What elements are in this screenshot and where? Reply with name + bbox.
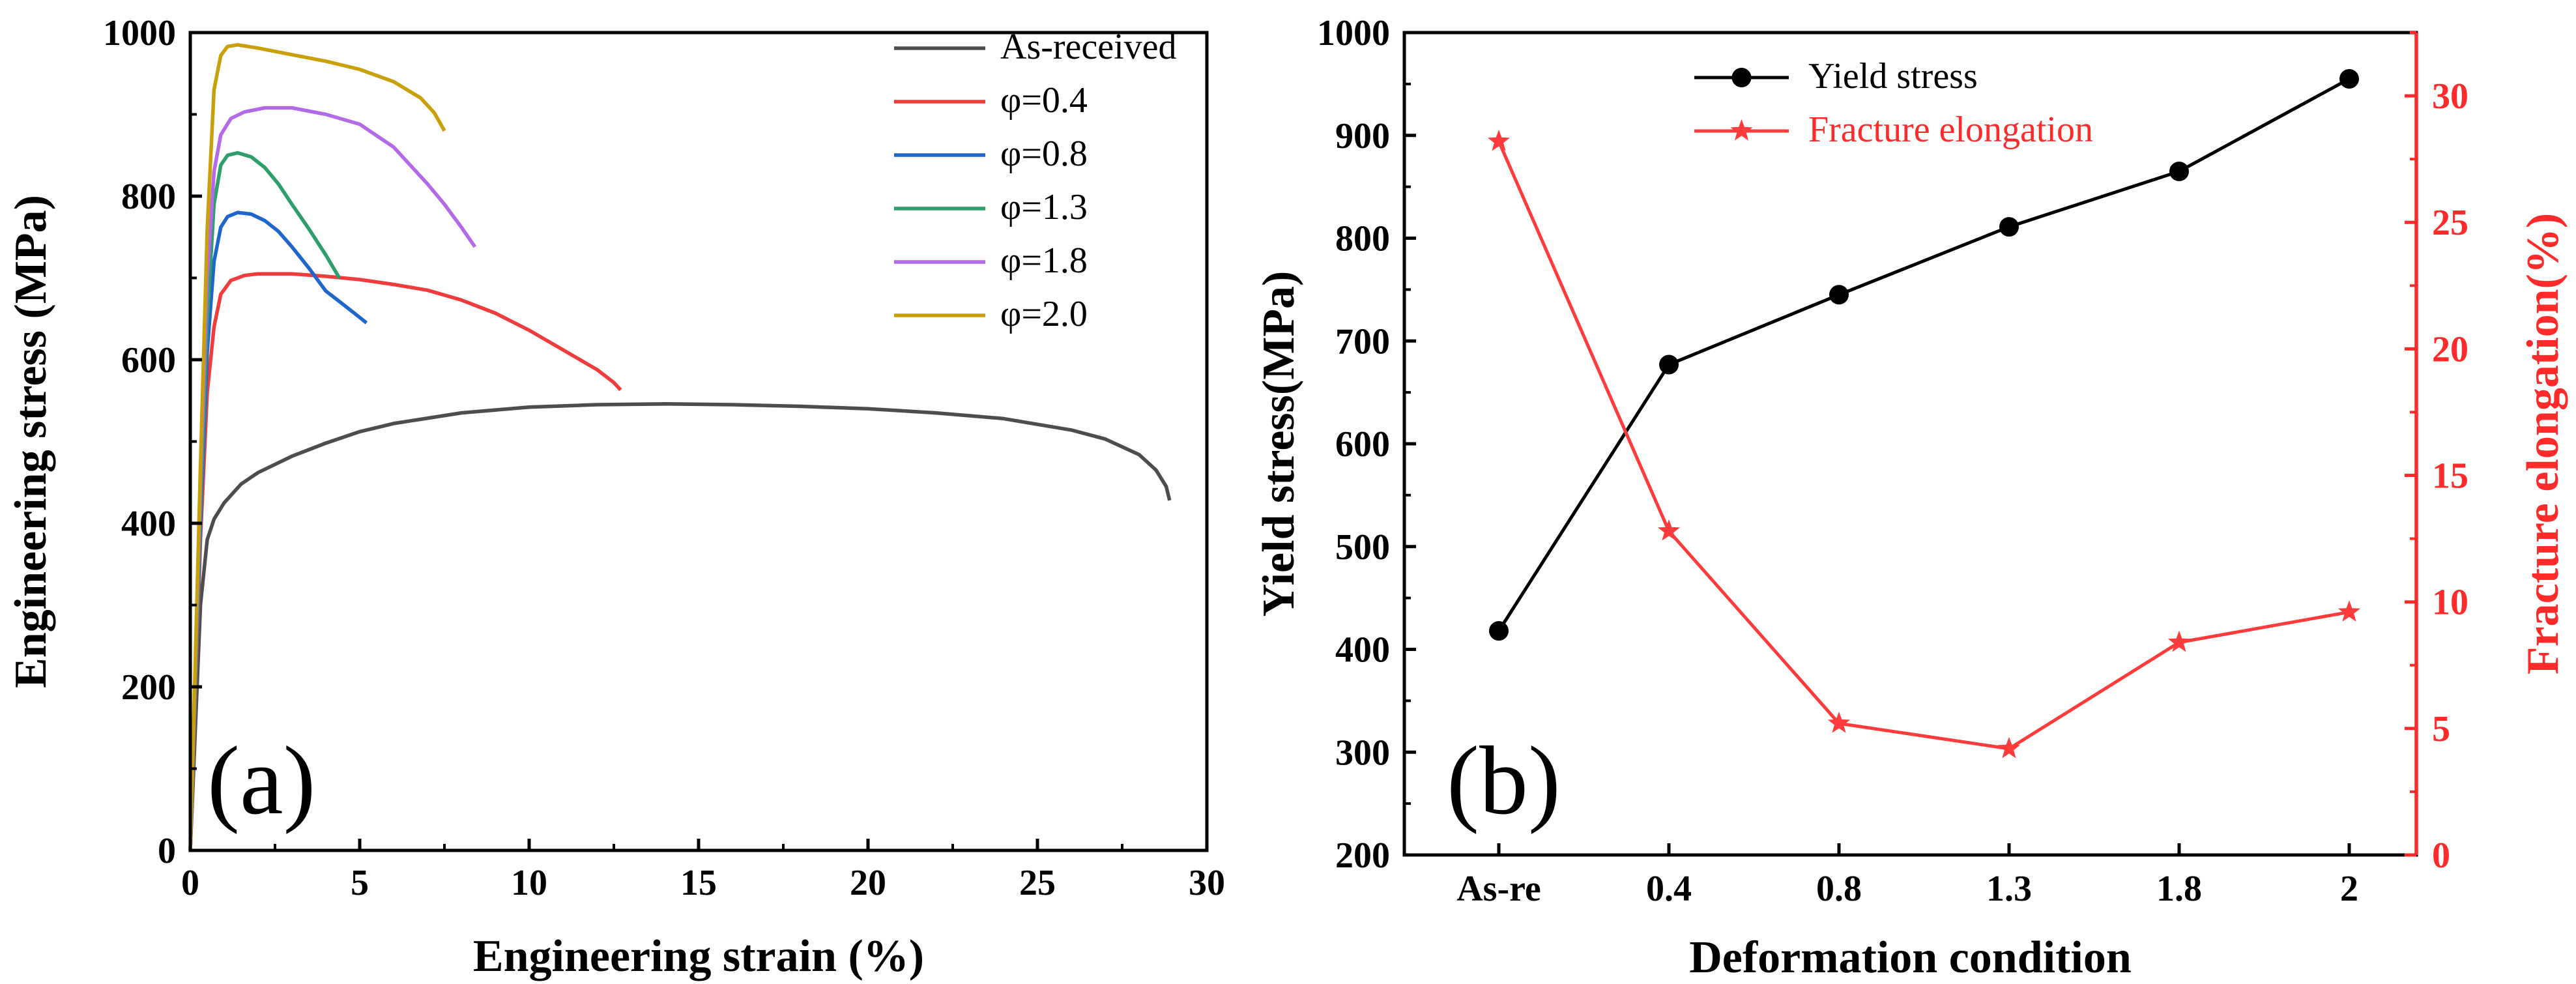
panel-b-yield-elongation-chart: As-re 0.4 0.8 1.3 1.8 22003004005006007008009… [1254, 13, 2568, 983]
panel-a-legend-label: φ=2.0 [1000, 294, 1088, 334]
panel-a-y-tick-label: 200 [121, 667, 176, 708]
panel-b-legend-marker [1731, 68, 1752, 87]
panel-b-elongation-point [1657, 519, 1681, 541]
panel-b-elongation-point [1487, 130, 1511, 151]
panel-a-legend-label: φ=0.8 [1000, 134, 1088, 174]
panel-a-x-tick-label: 25 [1019, 863, 1056, 903]
panel-a-stress-strain-chart: 0 5 10 15 20 25 30 0 200 400 600 800 1000 As-receive… [6, 13, 1225, 981]
panel-a-y-tick-label: 800 [121, 177, 176, 217]
panel-b-x-tick-label: 0.8 [1816, 869, 1862, 909]
panel-b-x-axis-title: Deformation condition [1689, 933, 2132, 983]
panel-b-axes: As-re 0.4 0.8 1.3 1.8 22003004005006007008009… [1317, 13, 2468, 909]
panel-a-y-tick-label: 600 [121, 340, 176, 381]
panel-b-y-axis-title: Yield stress(MPa) [1254, 271, 1304, 617]
panel-b-y-tick-label: 400 [1335, 630, 1390, 671]
panel-b-y-tick-label: 800 [1335, 219, 1390, 259]
panel-a-series-line-0 [188, 402, 1172, 851]
panel-b-x-tick-label: 2 [2340, 869, 2358, 909]
panel-a-x-tick-label: 15 [680, 863, 717, 903]
panel-a-y-tick-label: 400 [121, 504, 176, 544]
panel-b-y2-tick-label: 5 [2432, 709, 2450, 749]
panel-b-yield-point [1659, 355, 1679, 375]
panel-a-series-line-4 [188, 106, 477, 851]
panel-a-series-line-3 [188, 151, 341, 851]
panel-b-elongation-point [2337, 600, 2361, 622]
panel-a-x-tick-label: 20 [850, 863, 886, 903]
panel-b-series-line-0 [1497, 77, 2351, 632]
panel-b-elongation-point [2167, 630, 2191, 652]
panel-a-legend-label: φ=0.4 [1000, 80, 1088, 121]
panel-b-y-tick-label: 200 [1335, 835, 1390, 876]
panel-b-legend: Yield stress Fracture elongation [1694, 56, 2093, 150]
panel-a-legend-label: As-received [1000, 27, 1177, 67]
panel-a-x-axis-title: Engineering strain (%) [473, 931, 924, 981]
panel-a-plot-area [188, 43, 1172, 851]
panel-a-legend: As-received φ=0.4 φ=0.8 φ=1.3 φ=1.8 φ=2.0 [894, 27, 1177, 334]
panel-b-legend-label: Fracture elongation [1808, 109, 2093, 150]
panel-b-right-y-axis-title: Fracture elongation(%) [2518, 213, 2568, 674]
panel-a-legend-label: φ=1.3 [1000, 187, 1088, 227]
panel-b-x-tick-label: 1.3 [1986, 869, 2032, 909]
panel-a-label: (a) [207, 727, 315, 835]
panel-b-y2-tick-label: 30 [2432, 76, 2468, 117]
panel-b-y-tick-label: 900 [1335, 116, 1390, 156]
panel-b-x-tick-label: 0.4 [1646, 869, 1692, 909]
panel-b-x-tick-label: As-re [1456, 869, 1541, 909]
panel-a-y-tick-label: 0 [158, 831, 176, 871]
panel-b-y-tick-label: 300 [1335, 732, 1390, 773]
panel-b-label: (b) [1447, 727, 1561, 835]
panel-b-yield-point [2339, 68, 2359, 89]
panel-b-series-line-1 [1497, 140, 2350, 751]
panel-b-yield-point [2169, 161, 2189, 181]
panel-b-y-tick-label: 600 [1335, 424, 1390, 465]
panel-b-x-tick-label: 1.8 [2156, 869, 2202, 909]
panel-b-elongation-point [1997, 736, 2021, 759]
panel-b-yield-point [1489, 621, 1509, 641]
panel-a-axes: 0 5 10 15 20 25 30 0 200 400 600 800 1000 [103, 13, 1225, 903]
panel-b-plot-area [1487, 68, 2361, 759]
panel-b-yield-point [1999, 217, 2019, 237]
panel-b-y-tick-label: 700 [1335, 321, 1390, 362]
panel-a-x-tick-label: 30 [1189, 863, 1225, 903]
panel-a-x-tick-label: 5 [351, 863, 369, 903]
panel-b-y2-tick-label: 25 [2432, 203, 2468, 243]
panel-b-yield-point [1829, 285, 1849, 305]
panel-b-y-tick-label: 1000 [1317, 13, 1390, 53]
panel-a-x-tick-label: 10 [511, 863, 547, 903]
panel-b-y2-tick-label: 20 [2432, 329, 2468, 369]
panel-a-series-line-2 [188, 210, 368, 851]
panel-b-elongation-point [1827, 712, 1851, 733]
panel-a-y-axis-title: Engineering stress (MPa) [6, 195, 56, 688]
panel-b-y-tick-label: 500 [1335, 527, 1390, 568]
panel-b-legend-marker [1730, 119, 1753, 141]
panel-b-y2-tick-label: 15 [2432, 456, 2468, 497]
panel-a-series-line-1 [188, 272, 622, 851]
panel-b-y2-tick-label: 10 [2432, 583, 2468, 623]
panel-a-x-tick-label: 0 [181, 863, 199, 903]
panel-a-series-line-5 [188, 43, 446, 851]
panel-b-y2-tick-label: 0 [2432, 835, 2450, 876]
panel-a-legend-label: φ=1.8 [1000, 240, 1088, 281]
panel-b-legend-label: Yield stress [1808, 56, 1978, 96]
panel-a-y-tick-label: 1000 [103, 13, 176, 53]
